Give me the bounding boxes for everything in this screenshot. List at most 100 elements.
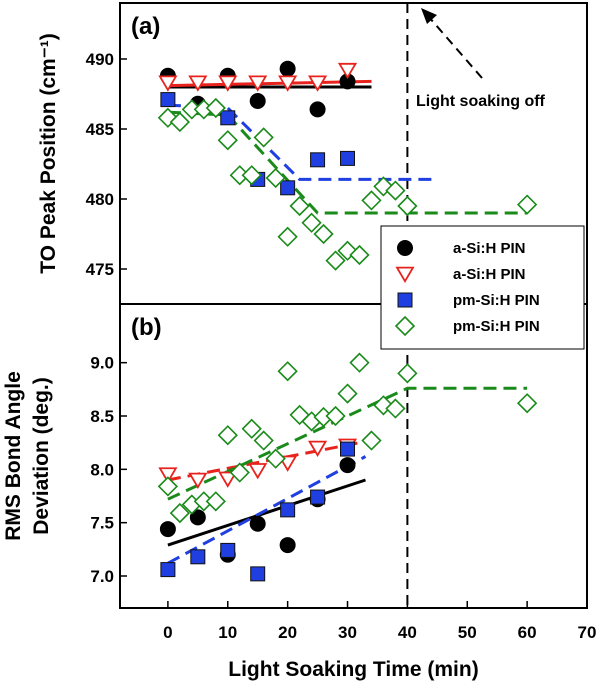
data-point bbox=[373, 176, 394, 197]
data-point bbox=[160, 92, 176, 108]
data-point bbox=[241, 165, 262, 186]
data-point bbox=[159, 521, 176, 538]
data-point bbox=[253, 430, 274, 451]
data-point bbox=[248, 75, 268, 92]
data-point bbox=[308, 440, 328, 457]
plot-frame: 0 10 20 30 40 50 60 70 Light Soaking Time (min) bbox=[119, 2, 597, 681]
y-tick-label: 475 bbox=[86, 260, 114, 279]
data-point bbox=[253, 127, 274, 148]
y-axis-title-a: TO Peak Position (cm⁻¹) bbox=[37, 33, 60, 274]
y-tick-label: 8.5 bbox=[90, 407, 114, 426]
data-point bbox=[516, 393, 538, 414]
data-point bbox=[280, 180, 296, 196]
x-tick-label: 20 bbox=[278, 623, 297, 642]
y-tick-label: 490 bbox=[86, 50, 114, 69]
legend-label: a-Si:H PIN bbox=[453, 266, 526, 283]
data-point bbox=[169, 111, 191, 133]
data-point bbox=[280, 502, 296, 518]
data-point bbox=[340, 441, 356, 457]
data-point bbox=[337, 240, 358, 261]
data-point bbox=[205, 491, 226, 512]
data-point bbox=[279, 60, 296, 77]
data-point bbox=[265, 448, 286, 469]
data-point bbox=[361, 190, 382, 211]
data-point bbox=[308, 75, 328, 92]
annotation-arrowhead bbox=[421, 8, 437, 24]
legend-box bbox=[380, 225, 585, 350]
data-point bbox=[278, 75, 298, 92]
data-point bbox=[249, 93, 266, 109]
data-point bbox=[229, 462, 250, 483]
x-tick-label: 30 bbox=[338, 623, 357, 642]
data-point bbox=[349, 244, 370, 266]
data-point bbox=[241, 418, 262, 439]
panel-label: (b) bbox=[131, 314, 162, 341]
legend-label: a-Si:H PIN bbox=[453, 240, 526, 257]
data-point bbox=[279, 537, 296, 554]
y-axis-title-b-line2: Deviation (deg.) bbox=[30, 377, 53, 535]
data-point bbox=[189, 509, 206, 526]
data-point bbox=[158, 75, 178, 92]
data-point bbox=[325, 250, 346, 271]
fit-line bbox=[167, 386, 528, 501]
y-tick-label: 485 bbox=[86, 120, 114, 139]
annotation-arrow-line bbox=[427, 15, 483, 79]
data-point bbox=[217, 130, 238, 151]
data-point bbox=[249, 515, 266, 532]
data-point bbox=[397, 240, 413, 256]
data-point bbox=[349, 352, 370, 373]
x-tick-label: 50 bbox=[458, 623, 477, 642]
data-point bbox=[218, 471, 238, 488]
x-tick-label: 60 bbox=[518, 623, 537, 642]
data-point bbox=[277, 361, 298, 382]
data-point bbox=[310, 152, 326, 168]
data-point bbox=[339, 457, 356, 474]
data-point bbox=[340, 150, 356, 166]
data-point bbox=[397, 363, 418, 384]
y-tick-label: 8.0 bbox=[90, 460, 114, 479]
x-axis-title: Light Soaking Time (min) bbox=[228, 658, 478, 681]
data-point bbox=[394, 315, 416, 337]
panel-b: 7.0 7.5 8.0 8.5 9.0 (b) RMS Bond Angle Deviatio… bbox=[2, 314, 538, 586]
data-point bbox=[337, 62, 358, 80]
y-tick-label: 9.0 bbox=[90, 354, 114, 373]
y-axis-title-b-line1: RMS Bond Angle bbox=[2, 371, 25, 541]
data-point bbox=[385, 180, 406, 201]
panel-a: 475 480 485 490 (a) TO Peak Position (cm⁻¹) Li… bbox=[37, 8, 546, 279]
x-tick-label: 0 bbox=[163, 623, 172, 642]
y-tick-label: 7.5 bbox=[90, 514, 114, 533]
data-point bbox=[309, 101, 326, 118]
annotation-text: Light soaking off bbox=[416, 93, 546, 110]
plot-border bbox=[119, 2, 588, 609]
data-point bbox=[395, 266, 415, 283]
data-point bbox=[217, 425, 238, 446]
data-point bbox=[169, 502, 191, 524]
y-tick-label: 480 bbox=[86, 190, 114, 209]
data-point bbox=[337, 383, 358, 404]
data-point bbox=[313, 223, 334, 245]
panel-label: (a) bbox=[131, 13, 160, 40]
x-tick-label: 40 bbox=[398, 623, 417, 642]
data-point bbox=[157, 476, 179, 497]
data-point bbox=[265, 167, 286, 189]
data-point bbox=[220, 542, 236, 558]
x-tick-label: 70 bbox=[578, 623, 597, 642]
legend-label: pm-Si:H PIN bbox=[453, 318, 540, 335]
data-point bbox=[250, 566, 266, 582]
data-point bbox=[397, 195, 418, 217]
data-point bbox=[325, 405, 346, 427]
legend: a-Si:H PIN a-Si:H PIN pm-Si:H PIN pm-Si:H P… bbox=[380, 225, 585, 350]
y-tick-label: 7.0 bbox=[90, 567, 114, 586]
legend-label: pm-Si:H PIN bbox=[453, 292, 540, 309]
data-point bbox=[188, 472, 208, 489]
data-point bbox=[277, 226, 298, 247]
data-point bbox=[301, 212, 322, 233]
data-point bbox=[160, 562, 176, 578]
data-point bbox=[310, 489, 326, 505]
data-point bbox=[218, 75, 238, 92]
data-point bbox=[385, 398, 406, 419]
fit-line bbox=[167, 110, 528, 215]
fit-line bbox=[167, 455, 367, 565]
fit-line bbox=[167, 103, 438, 181]
